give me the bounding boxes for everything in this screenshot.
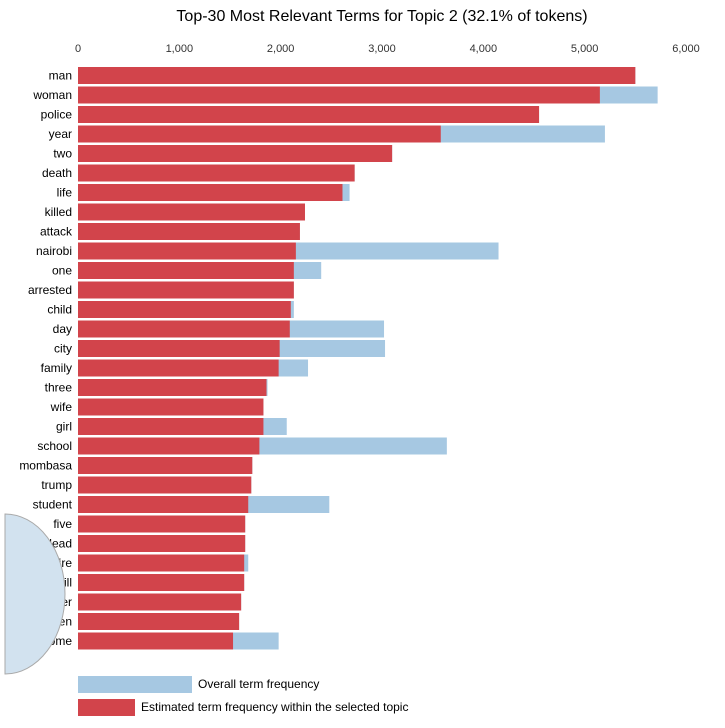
chart-title-group: Top-30 Most Relevant Terms for Topic 2 (…	[176, 8, 587, 25]
legend-swatch-overall	[78, 676, 192, 693]
bar-topic[interactable]	[78, 476, 252, 494]
bar-topic[interactable]	[78, 164, 355, 182]
legend-label-topic: Estimated term frequency within the sele…	[141, 700, 408, 714]
category-label: mombasa	[19, 459, 72, 473]
bar-topic[interactable]	[78, 203, 305, 221]
category-label: police	[41, 108, 73, 122]
bar-topic[interactable]	[78, 301, 291, 318]
bar-topic[interactable]	[78, 106, 540, 123]
category-label: wife	[50, 400, 73, 414]
x-tick-label: 5,000	[571, 43, 599, 55]
x-tick-label: 1,000	[166, 43, 194, 55]
x-tick-label: 0	[75, 43, 81, 55]
category-label: city	[54, 342, 72, 356]
category-label: death	[42, 166, 72, 180]
bar-topic[interactable]	[78, 554, 245, 572]
bar-topic[interactable]	[78, 242, 296, 260]
bar-topic[interactable]	[78, 398, 264, 416]
bar-topic[interactable]	[78, 613, 240, 630]
category-label: child	[47, 303, 72, 317]
bar-topic[interactable]	[78, 67, 636, 84]
category-label: five	[53, 517, 72, 531]
bar-topic[interactable]	[78, 86, 600, 104]
bar-topic[interactable]	[78, 496, 249, 513]
category-label: two	[53, 147, 72, 161]
bar-topic[interactable]	[78, 515, 246, 533]
category-label: man	[49, 69, 72, 83]
category-label: one	[52, 264, 72, 278]
x-tick-label: 3,000	[368, 43, 396, 55]
bars	[78, 67, 658, 650]
category-label: student	[33, 498, 73, 512]
bar-topic[interactable]	[78, 145, 393, 162]
x-tick-label: 2,000	[267, 43, 295, 55]
category-label: attack	[40, 225, 73, 239]
category-label: girl	[56, 420, 72, 434]
legend-label-overall: Overall term frequency	[198, 677, 319, 691]
bar-topic[interactable]	[78, 457, 253, 474]
category-label: nairobi	[36, 244, 72, 258]
bar-topic[interactable]	[78, 593, 242, 611]
bar-topic[interactable]	[78, 281, 294, 299]
category-label: three	[45, 381, 73, 395]
legend: Overall term frequency Estimated term fr…	[78, 676, 408, 716]
category-label: life	[57, 186, 73, 200]
bar-topic[interactable]	[78, 320, 290, 338]
bar-topic[interactable]	[78, 359, 279, 377]
category-label: trump	[41, 478, 72, 492]
legend-swatch-topic	[78, 699, 135, 716]
bar-topic[interactable]	[78, 340, 280, 357]
decorative-circle-shape	[4, 513, 66, 675]
bar-topic[interactable]	[78, 418, 264, 435]
bar-topic[interactable]	[78, 437, 260, 455]
x-axis-ticks: 0 1,000 2,000 3,000 4,000 5,000 6,000	[75, 43, 700, 55]
x-tick-label: 6,000	[672, 43, 700, 55]
bar-topic[interactable]	[78, 379, 267, 396]
bar-topic[interactable]	[78, 125, 441, 143]
category-label: day	[53, 322, 72, 336]
category-label: arrested	[28, 283, 72, 297]
chart-title: Top-30 Most Relevant Terms for Topic 2 (…	[176, 8, 587, 25]
category-label: family	[41, 361, 72, 375]
category-label: killed	[45, 205, 72, 219]
category-label: school	[37, 439, 72, 453]
bar-topic[interactable]	[78, 574, 245, 591]
bar-topic[interactable]	[78, 262, 294, 279]
bar-topic[interactable]	[78, 632, 234, 650]
bar-topic[interactable]	[78, 184, 343, 201]
x-tick-label: 4,000	[470, 43, 498, 55]
category-label: woman	[32, 88, 72, 102]
category-label: year	[49, 127, 72, 141]
bar-topic[interactable]	[78, 535, 246, 552]
bar-topic[interactable]	[78, 223, 300, 240]
